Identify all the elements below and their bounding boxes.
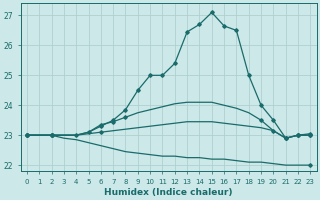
X-axis label: Humidex (Indice chaleur): Humidex (Indice chaleur): [104, 188, 233, 197]
